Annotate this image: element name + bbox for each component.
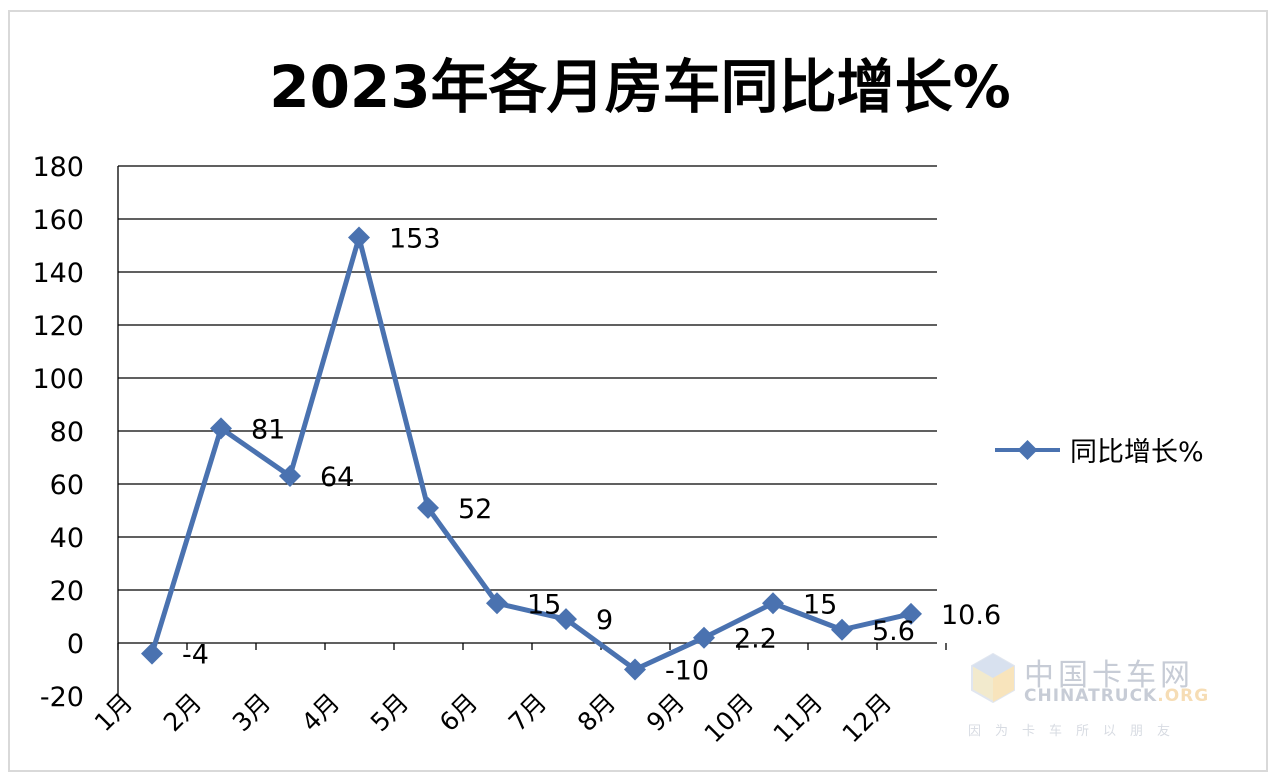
x-tick-labels: 1月 2月 3月 4月 5月 6月 7月 8月 9月 10月 11月 12月 xyxy=(89,688,897,749)
data-label: -4 xyxy=(182,640,209,671)
data-point-marker xyxy=(210,417,232,440)
data-point-marker xyxy=(417,496,439,519)
x-tick-label: 1月 xyxy=(89,688,138,737)
data-point-marker xyxy=(555,608,577,631)
y-tick-label: 80 xyxy=(50,417,84,448)
y-tick-label: 160 xyxy=(32,205,84,236)
watermark-english-tail: .ORG xyxy=(1157,686,1210,706)
data-point-marker xyxy=(486,592,508,615)
y-tick-label: 60 xyxy=(50,470,84,501)
x-tick-label: 10月 xyxy=(699,688,760,749)
watermark-slogan: 因为卡车所以朋友 xyxy=(968,724,1185,739)
legend-label: 同比增长% xyxy=(1070,437,1204,468)
y-tick-label: 0 xyxy=(67,629,84,660)
data-label: 64 xyxy=(320,462,354,493)
x-tick-label: 11月 xyxy=(768,688,829,749)
data-label: 5.6 xyxy=(872,616,915,647)
y-tick-label: 140 xyxy=(32,258,84,289)
data-point-marker xyxy=(831,618,853,641)
x-tick-label: 6月 xyxy=(434,688,483,737)
data-label: 15 xyxy=(527,589,561,620)
chart-frame xyxy=(8,10,1268,772)
series-line-path xyxy=(149,235,912,672)
watermark-chinese-name: 中国卡车网 xyxy=(1024,658,1194,693)
watermark: 中国卡车网 CHINATRUCK.ORG 因为卡车所以朋友 xyxy=(968,650,1218,750)
y-tick-label: -20 xyxy=(40,682,84,713)
y-tick-label: 40 xyxy=(50,523,84,554)
x-tick-label: 12月 xyxy=(837,688,898,749)
x-tick-label: 3月 xyxy=(227,688,276,737)
x-tick-label: 7月 xyxy=(503,688,552,737)
y-tick-label: 100 xyxy=(32,364,84,395)
data-point-marker xyxy=(624,658,646,681)
series-markers xyxy=(141,226,922,681)
data-label: 9 xyxy=(596,605,613,636)
watermark-english-name: CHINATRUCK.ORG xyxy=(1024,686,1209,706)
chart-title: 2023年各月房车同比增长% xyxy=(269,53,1011,121)
watermark-english-main: CHINATRUCK xyxy=(1024,686,1158,706)
x-tick-label: 5月 xyxy=(365,688,414,737)
data-label: 81 xyxy=(251,414,285,445)
data-label: 10.6 xyxy=(941,600,1001,631)
legend-marker xyxy=(1017,440,1038,460)
series-line xyxy=(149,235,912,672)
data-label: -10 xyxy=(665,656,709,687)
data-label: 52 xyxy=(458,494,492,525)
data-point-marker xyxy=(900,602,922,625)
y-tick-label: 180 xyxy=(32,152,84,183)
axes xyxy=(117,166,947,696)
data-label: 153 xyxy=(389,224,441,255)
y-tick-labels: 180 160 140 120 100 80 60 40 20 0 -20 xyxy=(32,152,84,713)
x-tick-label: 8月 xyxy=(572,688,621,737)
x-tick-label: 4月 xyxy=(296,688,345,737)
x-tick-label: 9月 xyxy=(641,688,690,737)
data-label: 2.2 xyxy=(734,624,777,655)
x-tick-label: 2月 xyxy=(158,688,207,737)
y-tick-label: 20 xyxy=(50,576,84,607)
data-point-marker xyxy=(693,626,715,649)
data-label: 15 xyxy=(803,589,837,620)
legend: 同比增长% xyxy=(995,437,1204,468)
data-labels: -4 81 64 153 52 15 9 -10 2.2 15 5.6 10.6 xyxy=(182,224,1001,687)
data-point-marker xyxy=(279,465,301,488)
data-point-marker xyxy=(348,226,370,249)
data-point-marker xyxy=(762,592,784,615)
gridlines xyxy=(118,165,937,591)
data-point-marker xyxy=(141,642,163,665)
chinatruck-logo-icon xyxy=(971,652,1015,704)
y-tick-label: 120 xyxy=(32,311,84,342)
